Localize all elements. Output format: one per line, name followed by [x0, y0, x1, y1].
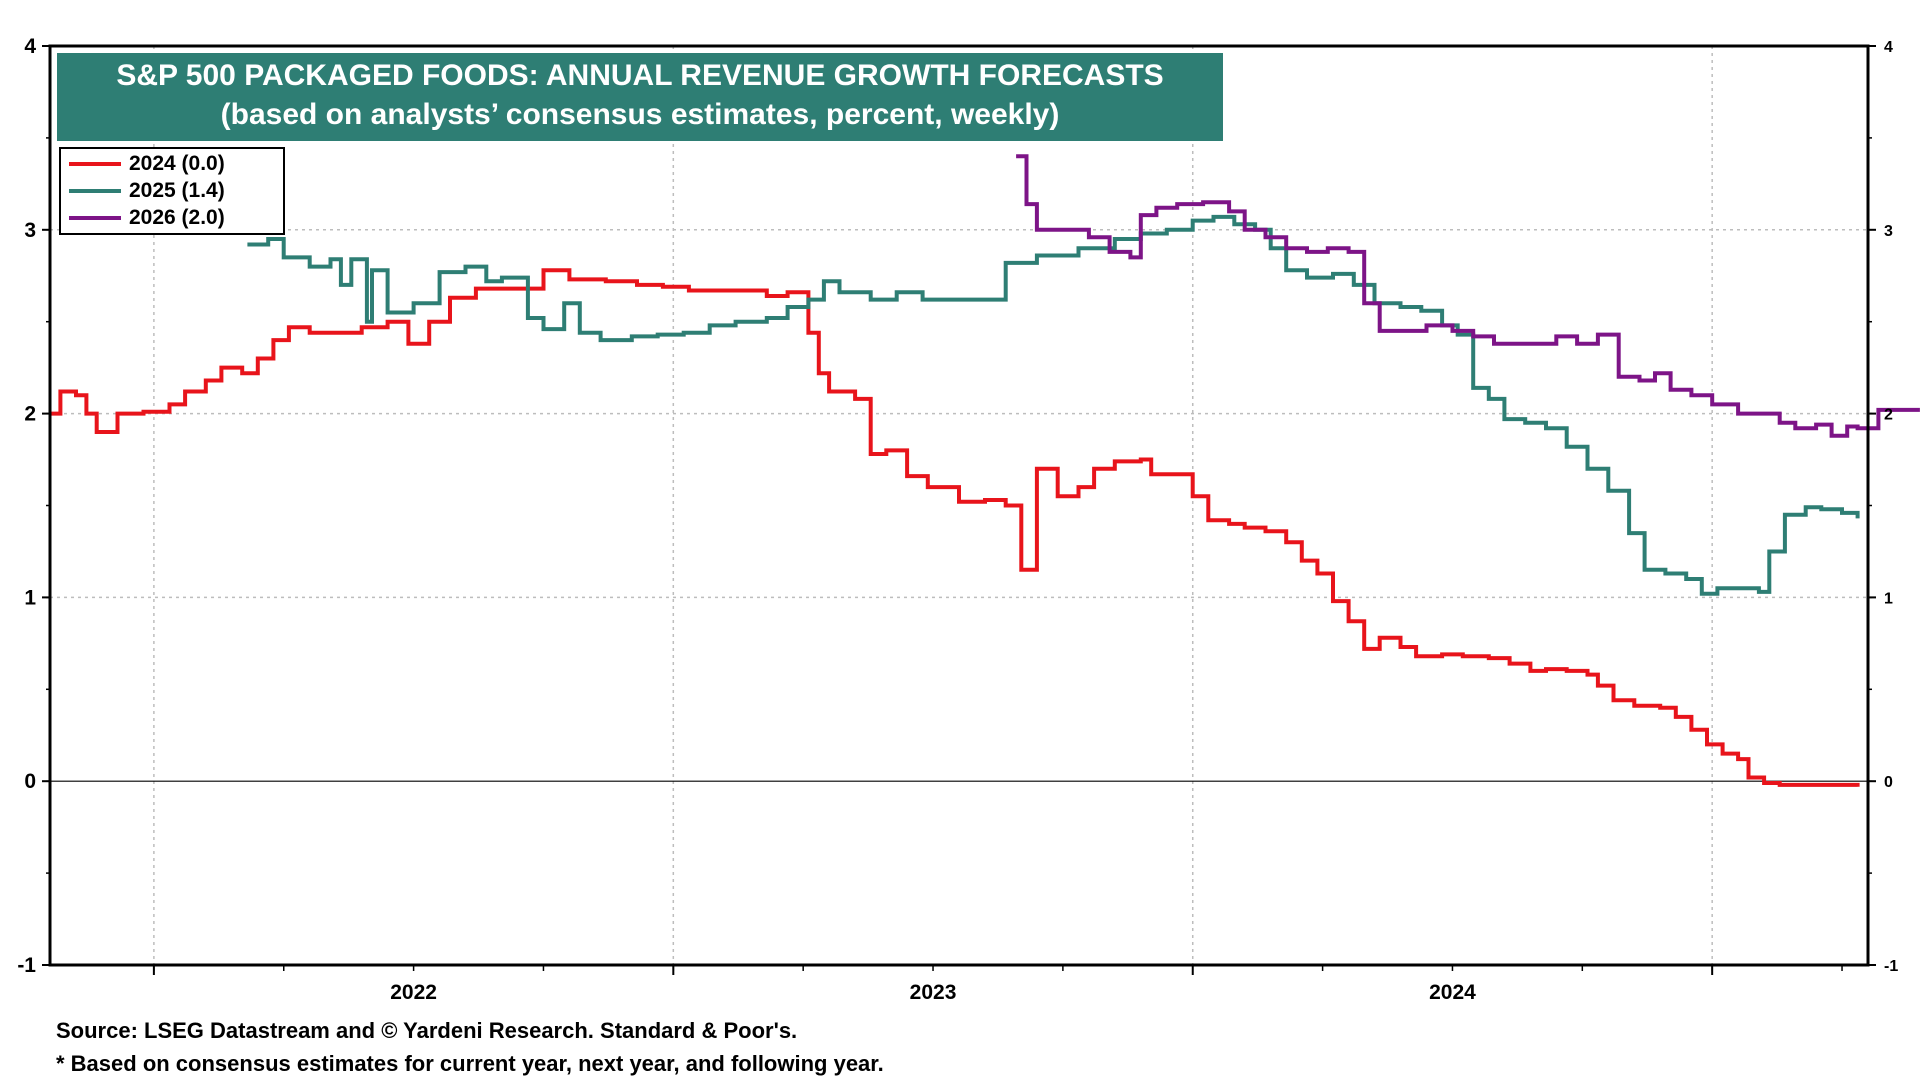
y-tick-label-left: -1: [17, 954, 36, 977]
y-tick-label-left: 4: [24, 35, 36, 58]
legend-label-2024: 2024 (0.0): [129, 152, 225, 175]
x-tick-label: 2023: [910, 981, 957, 1004]
series-line-2024: [50, 268, 1860, 787]
y-tick-label-left: 0: [24, 770, 36, 793]
chart-title-box: S&P 500 PACKAGED FOODS: ANNUAL REVENUE G…: [57, 53, 1223, 141]
legend-swatch-2026: [69, 216, 121, 220]
y-tick-label-left: 2: [24, 403, 36, 426]
legend-item-2024: 2024 (0.0): [69, 151, 225, 177]
source-note: Source: LSEG Datastream and © Yardeni Re…: [56, 1018, 798, 1043]
y-tick-label-right: 2: [1884, 407, 1893, 424]
legend-item-2025: 2025 (1.4): [69, 178, 225, 204]
legend-label-2026: 2026 (2.0): [129, 206, 225, 229]
legend: 2024 (0.0) 2025 (1.4) 2026 (2.0): [59, 147, 285, 235]
y-tick-label-right: 1: [1884, 590, 1893, 607]
footnote: * Based on consensus estimates for curre…: [56, 1051, 884, 1076]
y-axis-right: -1 0 1 2 3 4: [1868, 39, 1898, 975]
x-tick-label: 2024: [1429, 981, 1476, 1004]
y-tick-label-right: 4: [1884, 39, 1893, 56]
series-lines: [50, 154, 1920, 787]
chart-title: S&P 500 PACKAGED FOODS: ANNUAL REVENUE G…: [116, 59, 1164, 92]
legend-swatch-2024: [69, 162, 121, 166]
gridlines: [50, 46, 1868, 965]
x-tick-label: 2022: [390, 981, 437, 1004]
legend-item-2026: 2026 (2.0): [69, 205, 225, 231]
y-axis-left: -1 0 1 2 3 4: [17, 35, 50, 977]
series-line-2026: [1016, 154, 1920, 438]
y-tick-label-right: 3: [1884, 223, 1893, 240]
y-tick-label-left: 1: [24, 586, 36, 609]
y-tick-label-right: 0: [1884, 774, 1893, 791]
series-line-2025: [247, 214, 1860, 596]
y-tick-label-right: -1: [1884, 958, 1898, 975]
legend-swatch-2025: [69, 189, 121, 193]
x-axis: 2022 2023 2024: [152, 965, 1843, 1004]
plot-frame: [48, 44, 1870, 967]
legend-label-2025: 2025 (1.4): [129, 179, 225, 202]
y-tick-label-left: 3: [24, 219, 36, 242]
chart-subtitle: (based on analysts’ consensus estimates,…: [220, 98, 1060, 131]
